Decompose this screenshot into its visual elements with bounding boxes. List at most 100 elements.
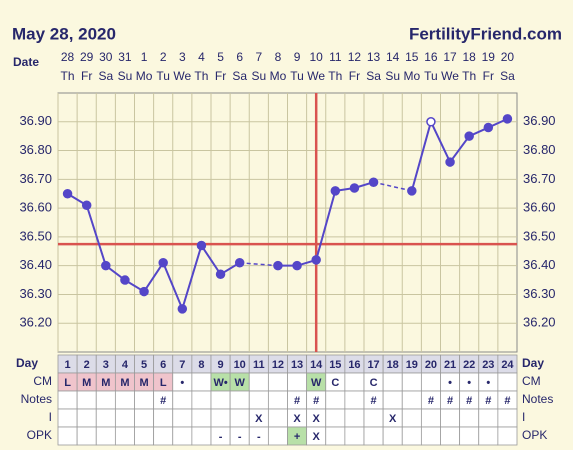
table-cell — [248, 372, 269, 392]
weekday-label: Mo — [270, 69, 287, 83]
table-cell — [459, 426, 480, 446]
table-cell — [267, 426, 288, 446]
cell-text: 5 — [141, 359, 147, 371]
row-label-right: Notes — [522, 392, 553, 406]
cell-text: # — [160, 395, 166, 407]
y-tick-label: 36.60 — [19, 200, 52, 215]
weekday-label: Mo — [136, 69, 153, 83]
temperature-point — [349, 183, 360, 193]
weekday-label: Th — [61, 69, 75, 83]
temperature-point — [273, 260, 283, 271]
cell-text: W• — [213, 377, 227, 389]
y-tick-label-right: 36.40 — [523, 257, 556, 272]
cell-text: 2 — [84, 359, 90, 371]
table-cell — [153, 426, 174, 446]
date-label: 1 — [141, 50, 148, 64]
cell-text: M — [120, 377, 129, 389]
cell-text: # — [313, 395, 319, 407]
y-tick-label-right: 36.50 — [523, 228, 556, 243]
cell-text: # — [447, 395, 453, 407]
y-tick-label-right: 36.70 — [523, 171, 556, 186]
cell-text: 10 — [234, 359, 246, 371]
cell-text: X — [293, 413, 301, 425]
date-label: 29 — [80, 50, 94, 64]
y-tick-label-right: 36.20 — [523, 315, 556, 330]
cell-text: # — [485, 395, 491, 407]
cell-text: 3 — [103, 359, 109, 371]
table-cell — [497, 426, 518, 446]
cell-text: 14 — [310, 359, 323, 371]
date-label: 9 — [294, 50, 301, 64]
table-cell — [95, 408, 116, 428]
row-label: Day — [16, 356, 38, 370]
row-label: CM — [33, 374, 52, 388]
table-cell — [172, 408, 193, 428]
temperature-point — [120, 275, 130, 285]
date-label: 16 — [424, 50, 438, 64]
table-cell — [325, 426, 346, 446]
table-cell — [459, 408, 480, 428]
table-cell — [440, 408, 461, 428]
temperature-point — [234, 258, 245, 268]
cell-text: • — [448, 377, 452, 389]
temperature-point — [502, 114, 513, 124]
weekday-label: Sa — [232, 69, 247, 83]
date-label: 8 — [275, 50, 282, 64]
cell-text: 1 — [65, 359, 71, 371]
weekday-label: Sa — [98, 69, 113, 83]
weekday-label: We — [441, 69, 459, 83]
temperature-point — [368, 177, 379, 187]
temperature-point — [215, 269, 226, 280]
cell-text: 13 — [291, 359, 303, 371]
table-cell — [344, 372, 365, 392]
cell-text: M — [139, 377, 148, 389]
cell-text: L — [160, 377, 167, 389]
table-cell — [267, 390, 288, 410]
date-label: 28 — [61, 50, 75, 64]
table-cell — [382, 426, 403, 446]
table-cell — [134, 408, 155, 428]
cell-text: 17 — [367, 359, 379, 371]
weekday-label: Th — [462, 69, 476, 83]
weekday-label: We — [307, 69, 325, 83]
table-cell — [267, 408, 288, 428]
table-cell — [114, 426, 135, 446]
cell-text: 22 — [463, 359, 475, 371]
temperature-point — [292, 260, 302, 271]
weekday-label: Mo — [403, 69, 420, 83]
temperature-point — [407, 186, 417, 196]
cell-text: • — [486, 377, 490, 389]
row-label: I — [49, 410, 52, 424]
weekday-label: Sa — [500, 69, 515, 83]
table-cell — [172, 390, 193, 410]
table-cell — [153, 408, 174, 428]
table-cell — [229, 390, 250, 410]
cell-text: # — [466, 395, 472, 407]
row-label: OPK — [27, 428, 52, 442]
cell-text: X — [313, 431, 321, 443]
temperature-point — [445, 157, 455, 167]
table-cell — [325, 390, 346, 410]
table-cell — [191, 426, 212, 446]
site-name: FertilityFriend.com — [409, 24, 562, 43]
y-tick-label-right: 36.30 — [523, 286, 556, 301]
table-cell — [401, 408, 422, 428]
weekday-label: Tu — [424, 69, 438, 83]
date-label: 13 — [367, 50, 381, 64]
y-tick-label-right: 36.80 — [523, 142, 556, 157]
table-cell — [210, 408, 231, 428]
table-cell — [134, 390, 155, 410]
cell-text: 12 — [272, 359, 284, 371]
weekday-label: Su — [385, 69, 400, 83]
date-label: Date — [13, 55, 39, 69]
table-cell — [76, 390, 97, 410]
cell-text: W — [311, 377, 322, 389]
table-cell — [57, 390, 78, 410]
cell-text: 6 — [160, 359, 166, 371]
weekday-label: Su — [251, 69, 266, 83]
temperature-point — [464, 131, 474, 141]
table-cell — [382, 390, 403, 410]
table-cell — [114, 390, 135, 410]
table-cell — [478, 426, 499, 446]
table-cell — [420, 408, 441, 428]
